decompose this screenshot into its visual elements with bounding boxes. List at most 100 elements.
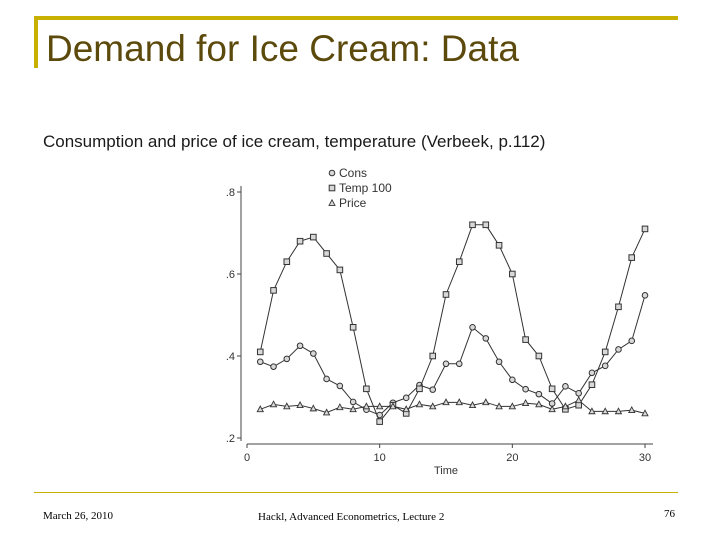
x-tick-label: 0 — [244, 452, 250, 464]
data-point — [363, 385, 370, 393]
data-point — [482, 335, 490, 342]
chart-axes: .2 .4 .6 .8 0 10 20 30 Time — [226, 186, 653, 477]
data-point — [548, 385, 556, 393]
data-point — [495, 358, 503, 366]
data-point — [270, 287, 277, 294]
data-point — [601, 407, 609, 415]
data-point — [509, 270, 516, 278]
data-point — [269, 400, 278, 408]
data-point — [561, 402, 570, 410]
footer-rule — [34, 492, 678, 493]
title-accent-bar — [34, 16, 38, 68]
data-point — [442, 291, 450, 298]
series-line — [259, 224, 646, 423]
data-point — [296, 342, 304, 350]
data-point — [641, 409, 649, 417]
footer-course-label: Hackl, Advanced Econometrics, Lecture 2 — [258, 511, 445, 523]
data-point — [310, 350, 317, 357]
data-point — [495, 242, 503, 249]
data-point — [322, 408, 331, 416]
data-point — [256, 358, 264, 366]
data-point — [296, 401, 304, 409]
legend-label: Price — [339, 196, 367, 210]
data-point — [256, 348, 264, 356]
series-temp-100 — [256, 221, 649, 425]
slide-title: Demand for Ice Cream: Data — [46, 28, 519, 69]
data-point — [455, 360, 463, 368]
data-point — [402, 394, 410, 402]
data-point — [522, 385, 529, 393]
x-tick-label: 30 — [639, 452, 651, 464]
data-point — [323, 250, 330, 257]
y-tick-label: .8 — [226, 187, 235, 199]
series-price — [256, 396, 649, 417]
series-line — [260, 399, 646, 414]
data-point — [535, 400, 543, 408]
x-tick-label: 10 — [374, 452, 386, 464]
data-point — [256, 405, 265, 413]
data-point — [283, 355, 291, 363]
data-point — [309, 404, 318, 412]
data-point — [615, 346, 622, 353]
data-point — [614, 407, 623, 415]
data-point — [495, 402, 503, 410]
data-point — [283, 258, 291, 266]
data-point — [270, 363, 277, 370]
data-point — [442, 398, 450, 406]
data-point — [627, 405, 636, 413]
data-point — [588, 381, 596, 388]
legend-marker — [328, 184, 336, 192]
data-point — [455, 398, 464, 406]
data-point — [349, 405, 357, 413]
legend-marker — [328, 169, 336, 177]
footer-date: March 26, 2010 — [43, 510, 113, 522]
data-point — [482, 221, 490, 229]
data-point — [601, 362, 609, 370]
data-point — [428, 402, 437, 410]
data-point — [574, 396, 583, 404]
data-point — [482, 398, 490, 406]
x-axis-title: Time — [434, 465, 458, 477]
data-point — [336, 403, 344, 411]
y-tick-label: .6 — [226, 269, 235, 281]
legend-marker — [328, 198, 336, 206]
data-point — [535, 390, 543, 398]
data-point — [429, 386, 437, 393]
data-point — [429, 352, 437, 360]
page-number: 76 — [664, 508, 675, 520]
data-point — [442, 360, 450, 368]
data-point — [469, 324, 476, 331]
slide-subtitle: Consumption and price of ice cream, temp… — [43, 132, 546, 151]
data-point — [375, 402, 384, 410]
data-point — [535, 352, 543, 360]
data-point — [628, 254, 636, 261]
data-point — [628, 337, 636, 345]
data-point — [641, 225, 649, 233]
data-point — [283, 402, 291, 410]
data-point — [362, 402, 371, 410]
data-point — [310, 233, 317, 241]
legend-label: Cons — [339, 166, 367, 180]
data-point — [508, 402, 517, 410]
data-point — [336, 266, 344, 274]
data-point — [349, 398, 357, 406]
data-point — [468, 401, 477, 409]
title-accent-rule — [34, 16, 678, 20]
data-point — [521, 398, 530, 407]
data-point — [323, 375, 330, 383]
data-point — [336, 382, 344, 390]
legend-label: Temp 100 — [339, 181, 392, 195]
data-point — [615, 303, 622, 311]
data-point — [296, 237, 304, 245]
data-point — [402, 405, 410, 413]
data-point — [415, 400, 424, 408]
data-point — [376, 418, 383, 425]
series-cons — [256, 292, 649, 419]
y-tick-label: .4 — [226, 351, 235, 363]
data-point — [562, 383, 569, 390]
data-point — [575, 390, 582, 397]
x-tick-label: 20 — [506, 452, 518, 464]
y-tick-label: .2 — [226, 433, 235, 445]
series-line — [260, 295, 646, 416]
